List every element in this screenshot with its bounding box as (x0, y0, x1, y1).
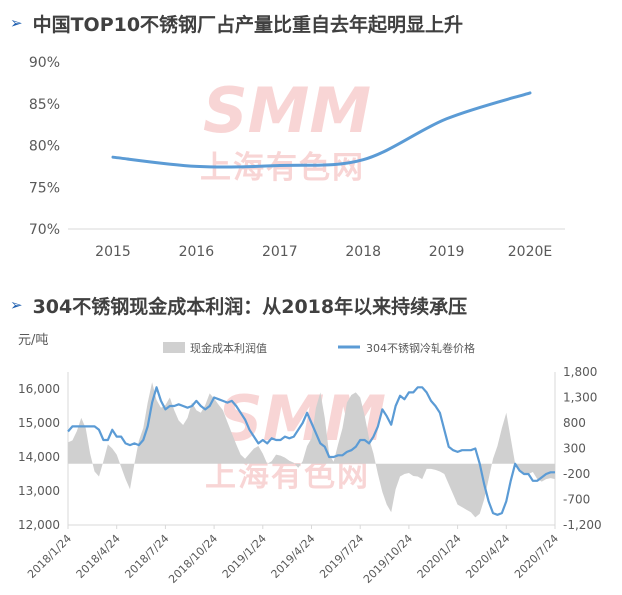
x-tick-label: 2019/10/24 (361, 532, 415, 586)
series-line-top10-share (111, 91, 532, 169)
left-y-tick-label: 14,000 (18, 450, 60, 464)
x-tick-label: 2020E (508, 244, 552, 260)
right-y-tick-label: -700 (563, 493, 590, 507)
x-tick-label: 2015 (95, 244, 131, 260)
x-tick-label: 2017 (262, 244, 298, 260)
right-y-tick-label: 1,800 (563, 365, 597, 379)
right-y-tick-label: -1,200 (563, 518, 602, 532)
watermark-latin: SMM (203, 74, 371, 147)
x-tick-label: 2018/7/24 (122, 532, 171, 581)
left-y-tick-label: 15,000 (18, 416, 60, 430)
x-tick-label: 2019/1/24 (220, 532, 269, 581)
right-y-tick-label: 1,300 (563, 391, 597, 405)
right-y-tick-label: 300 (563, 442, 586, 456)
right-y-tick-label: 800 (563, 416, 586, 430)
x-tick-label: 2018/10/24 (166, 532, 220, 586)
legend-swatch-profit-area (163, 342, 185, 353)
y-tick-label: 85% (29, 97, 60, 113)
arrow-bullet-icon: ➢ (10, 296, 23, 314)
x-tick-label: 2018/1/24 (25, 532, 74, 581)
left-y-tick-label: 12,000 (18, 518, 60, 532)
series-line-304-price (67, 386, 555, 516)
right-y-tick-label: -200 (563, 467, 590, 481)
top-chart-title: 中国TOP10不锈钢厂占产量比重自去年起明显上升 (32, 14, 464, 36)
x-tick-label: 2019/4/24 (269, 532, 318, 581)
bottom-chart-heading: ➢ 304不锈钢现金成本利润：从2018年以来持续承压 (10, 292, 467, 319)
x-tick-label: 2020/1/24 (415, 532, 464, 581)
arrow-bullet-icon: ➢ (10, 14, 23, 32)
legend-label-profit: 现金成本利润值 (190, 341, 267, 355)
x-tick-label: 2018 (345, 244, 381, 260)
series-area-profit (68, 382, 555, 518)
x-tick-label: 2019/7/24 (317, 532, 366, 581)
x-tick-label: 2019 (429, 244, 465, 260)
y-tick-label: 75% (29, 180, 60, 196)
left-y-tick-label: 13,000 (18, 484, 60, 498)
y-tick-label: 90% (29, 55, 60, 71)
legend-label-price: 304不锈钢冷轧卷价格 (366, 341, 475, 355)
y-tick-label: 70% (29, 222, 60, 238)
watermark-cjk: 上海有色网 (205, 458, 370, 494)
y-tick-label: 80% (29, 139, 60, 155)
x-tick-label: 2020/4/24 (463, 532, 512, 581)
x-tick-label: 2016 (179, 244, 215, 260)
left-y-tick-label: 16,000 (18, 382, 60, 396)
bottom-chart-title: 304不锈钢现金成本利润：从2018年以来持续承压 (32, 296, 468, 318)
x-tick-label: 2020/7/24 (512, 532, 561, 581)
x-tick-label: 2018/4/24 (74, 532, 123, 581)
top-chart-heading: ➢ 中国TOP10不锈钢厂占产量比重自去年起明显上升 (10, 10, 463, 37)
y-unit-label: 元/吨 (18, 333, 48, 348)
